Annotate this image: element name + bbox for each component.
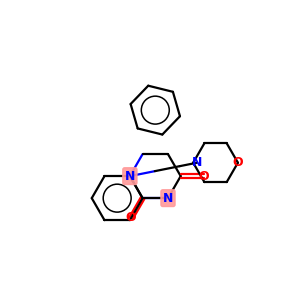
Text: N: N bbox=[125, 169, 135, 183]
Text: N: N bbox=[163, 192, 173, 205]
Text: O: O bbox=[126, 212, 136, 224]
Text: O: O bbox=[198, 169, 209, 183]
Text: N: N bbox=[192, 156, 202, 169]
Text: O: O bbox=[232, 156, 243, 169]
